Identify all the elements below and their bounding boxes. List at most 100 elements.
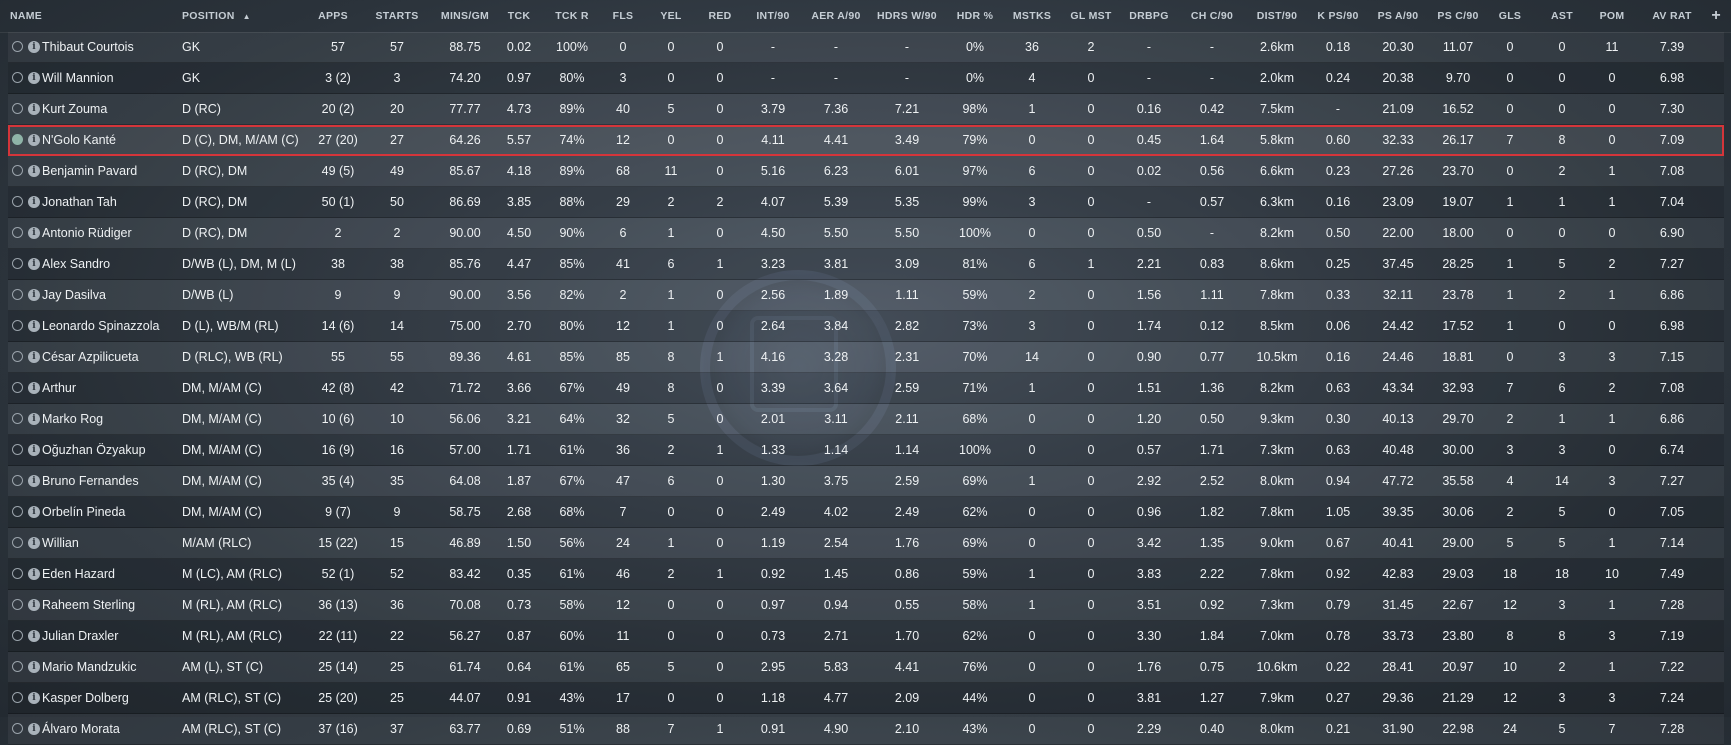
col-header-hdrs-w90[interactable]: HDRS W/90 — [877, 10, 937, 22]
info-icon[interactable]: i — [28, 382, 40, 394]
col-header-av-rat[interactable]: AV RAT — [1652, 10, 1692, 22]
select-checkbox-icon[interactable] — [12, 444, 23, 455]
info-icon[interactable]: i — [28, 537, 40, 549]
info-icon[interactable]: i — [28, 258, 40, 270]
select-checkbox-icon[interactable] — [12, 196, 23, 207]
info-icon[interactable]: i — [28, 599, 40, 611]
select-checkbox-icon[interactable] — [12, 165, 23, 176]
info-icon[interactable]: i — [28, 103, 40, 115]
cell-name[interactable]: Willian — [42, 536, 79, 550]
select-checkbox-icon[interactable] — [12, 134, 23, 145]
col-header-tck[interactable]: TCK — [507, 10, 531, 22]
cell-name[interactable]: Kasper Dolberg — [42, 691, 129, 705]
select-checkbox-icon[interactable] — [12, 320, 23, 331]
cell-name[interactable]: César Azpilicueta — [42, 350, 139, 364]
info-icon[interactable]: i — [28, 41, 40, 53]
select-checkbox-icon[interactable] — [12, 599, 23, 610]
select-checkbox-icon[interactable] — [12, 41, 23, 52]
info-icon[interactable]: i — [28, 630, 40, 642]
table-row[interactable]: i Kurt Zouma D (RC) 20 (2) 20 77.77 4.73 89% 40 5… — [8, 94, 1724, 125]
info-icon[interactable]: i — [28, 413, 40, 425]
col-header-tck-r[interactable]: TCK R — [555, 10, 589, 22]
cell-name[interactable]: Thibaut Courtois — [42, 40, 134, 54]
info-icon[interactable]: i — [28, 568, 40, 580]
col-header-position[interactable]: POSITION ▲ — [182, 0, 251, 32]
table-row[interactable]: i Jonathan Tah D (RC), DM 50 (1) 50 86.69 3.85… — [8, 187, 1724, 218]
info-icon[interactable]: i — [28, 227, 40, 239]
info-icon[interactable]: i — [28, 692, 40, 704]
col-header-mins-gm[interactable]: MINS/GM — [440, 10, 490, 22]
col-header-ps-a90[interactable]: PS A/90 — [1377, 10, 1419, 22]
cell-name[interactable]: Leonardo Spinazzola — [42, 319, 160, 333]
select-checkbox-icon[interactable] — [12, 103, 23, 114]
info-icon[interactable]: i — [28, 351, 40, 363]
info-icon[interactable]: i — [28, 444, 40, 456]
cell-name[interactable]: Bruno Fernandes — [42, 474, 139, 488]
table-row[interactable]: i Jay Dasilva D/WB (L) 9 9 90.00 3.56 82% 2 1 0 2.5… — [8, 280, 1724, 311]
col-header-drbpg[interactable]: DRBPG — [1129, 10, 1169, 22]
table-row[interactable]: i Alex Sandro D/WB (L), DM, M (L) 38 38 85.76… — [8, 249, 1724, 280]
select-checkbox-icon[interactable] — [12, 258, 23, 269]
cell-name[interactable]: Orbelín Pineda — [42, 505, 126, 519]
cell-name[interactable]: Raheem Sterling — [42, 598, 136, 612]
cell-name[interactable]: Oğuzhan Özyakup — [42, 443, 146, 457]
cell-name[interactable]: Arthur — [42, 381, 77, 395]
cell-name[interactable]: Álvaro Morata — [42, 722, 120, 736]
col-header-aer-a90[interactable]: AER A/90 — [811, 10, 861, 22]
table-row[interactable]: i Eden Hazard M (LC), AM (RLC) 52 (1) 52 83.4… — [8, 559, 1724, 590]
col-header-ch-c90[interactable]: CH C/90 — [1190, 10, 1234, 22]
table-row[interactable]: i Arthur DM, M/AM (C) 42 (8) 42 71.72 3.66 67% 4… — [8, 373, 1724, 404]
table-row[interactable]: i Antonio Rüdiger D (RC), DM 2 2 90.00 4.50 90%… — [8, 218, 1724, 249]
col-header-hdr-pct[interactable]: HDR % — [956, 10, 994, 22]
select-checkbox-icon[interactable] — [12, 723, 23, 734]
select-checkbox-icon[interactable] — [12, 72, 23, 83]
col-header-gls[interactable]: GLS — [1498, 10, 1522, 22]
cell-name[interactable]: Eden Hazard — [42, 567, 115, 581]
cell-name[interactable]: Benjamin Pavard — [42, 164, 138, 178]
info-icon[interactable]: i — [28, 196, 40, 208]
cell-name[interactable]: N'Golo Kanté — [42, 133, 116, 147]
col-header-mstks[interactable]: MSTKS — [1012, 10, 1052, 22]
table-row[interactable]: i César Azpilicueta D (RLC), WB (RL) 55 55 89… — [8, 342, 1724, 373]
info-icon[interactable]: i — [28, 723, 40, 735]
cell-name[interactable]: Mario Mandzukic — [42, 660, 137, 674]
table-row[interactable]: i Oğuzhan Özyakup DM, M/AM (C) 16 (9) 16 57.0… — [8, 435, 1724, 466]
select-checkbox-icon[interactable] — [12, 537, 23, 548]
info-icon[interactable]: i — [28, 320, 40, 332]
select-checkbox-icon[interactable] — [12, 506, 23, 517]
cell-name[interactable]: Will Mannion — [42, 71, 114, 85]
table-row[interactable]: i Will Mannion GK 3 (2) 3 74.20 0.97 80% 3 0 0 - - - 0… — [8, 63, 1724, 94]
select-checkbox-icon[interactable] — [12, 692, 23, 703]
col-header-name[interactable]: NAME — [10, 10, 43, 22]
table-row[interactable]: i Willian M/AM (RLC) 15 (22) 15 46.89 1.50 56% 2… — [8, 528, 1724, 559]
col-header-yel[interactable]: YEL — [660, 10, 682, 22]
table-row[interactable]: i Bruno Fernandes DM, M/AM (C) 35 (4) 35 64.0… — [8, 466, 1724, 497]
col-header-int90[interactable]: INT/90 — [756, 10, 790, 22]
select-checkbox-icon[interactable] — [12, 630, 23, 641]
table-row[interactable]: i Thibaut Courtois GK 57 57 88.75 0.02 100% 0 0 0 -… — [8, 32, 1724, 63]
select-checkbox-icon[interactable] — [12, 382, 23, 393]
col-header-dist90[interactable]: DIST/90 — [1256, 10, 1298, 22]
add-column-button[interactable]: + — [1711, 0, 1721, 32]
col-header-fls[interactable]: FLS — [612, 10, 634, 22]
cell-name[interactable]: Julian Draxler — [42, 629, 119, 643]
select-checkbox-icon[interactable] — [12, 351, 23, 362]
cell-name[interactable]: Jay Dasilva — [42, 288, 106, 302]
info-icon[interactable]: i — [28, 506, 40, 518]
table-row[interactable]: i Benjamin Pavard D (RC), DM 49 (5) 49 85.67 4… — [8, 156, 1724, 187]
select-checkbox-icon[interactable] — [12, 475, 23, 486]
col-header-pom[interactable]: POM — [1599, 10, 1625, 22]
table-row[interactable]: i Marko Rog DM, M/AM (C) 10 (6) 10 56.06 3.21 6… — [8, 404, 1724, 435]
info-icon[interactable]: i — [28, 475, 40, 487]
select-checkbox-icon[interactable] — [12, 413, 23, 424]
table-row[interactable]: i N'Golo Kanté D (C), DM, M/AM (C) 27 (20) 2… — [8, 125, 1724, 156]
info-icon[interactable]: i — [28, 289, 40, 301]
col-header-apps[interactable]: APPS — [318, 10, 348, 22]
table-row[interactable]: i Orbelín Pineda DM, M/AM (C) 9 (7) 9 58.75 2.… — [8, 497, 1724, 528]
col-header-ast[interactable]: AST — [1551, 10, 1573, 22]
table-row[interactable]: i Kasper Dolberg AM (RLC), ST (C) 25 (20) 25… — [8, 683, 1724, 714]
table-row[interactable]: i Mario Mandzukic AM (L), ST (C) 25 (14) 25 6… — [8, 652, 1724, 683]
table-row[interactable]: i Álvaro Morata AM (RLC), ST (C) 37 (16) 37 6… — [8, 714, 1724, 745]
info-icon[interactable]: i — [28, 72, 40, 84]
col-header-ps-c90[interactable]: PS C/90 — [1437, 10, 1479, 22]
